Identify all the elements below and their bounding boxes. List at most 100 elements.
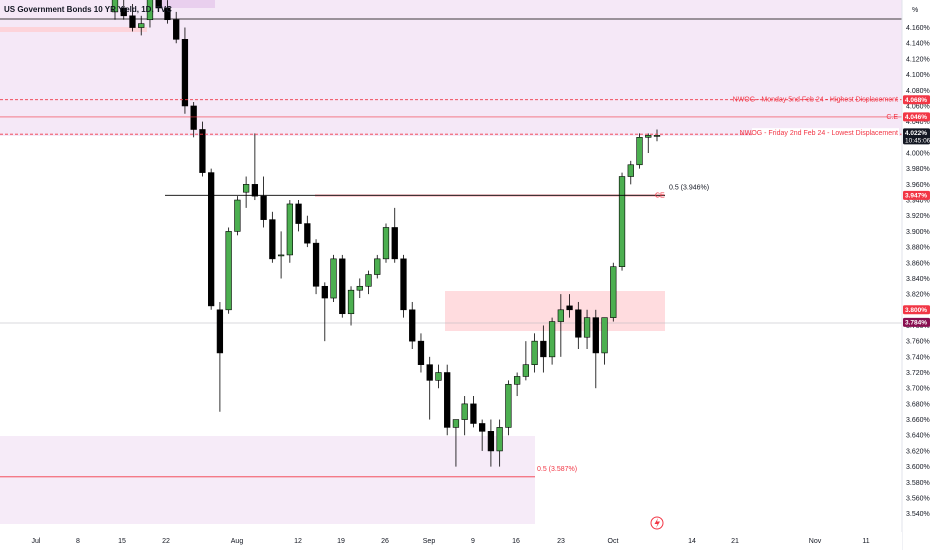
- candle: [286, 200, 293, 263]
- candle: [374, 254, 381, 279]
- candle-body: [496, 427, 503, 452]
- candle: [583, 309, 591, 349]
- candle: [548, 317, 556, 365]
- y-tick-label: 4.080%: [906, 88, 930, 95]
- candle-body: [575, 309, 582, 338]
- y-tick-label: 3.720%: [906, 370, 930, 377]
- candle-body: [487, 431, 495, 452]
- candle: [470, 396, 477, 428]
- left-zone: [0, 27, 147, 32]
- candle-body: [636, 137, 643, 166]
- badge-fib-mid: 3.947%: [905, 193, 927, 200]
- candle-body: [138, 23, 145, 28]
- y-tick-label: 3.600%: [906, 464, 930, 471]
- candle: [601, 317, 608, 365]
- candle: [164, 0, 171, 24]
- candles-layer: [111, 0, 661, 467]
- candle: [479, 419, 486, 451]
- candle: [496, 419, 503, 467]
- badge-nwog-high: 4.068%: [905, 97, 927, 104]
- badge-last-price: 4.022%: [905, 130, 927, 137]
- x-tick-label: 19: [337, 538, 345, 545]
- top-zone: [155, 0, 215, 8]
- candle-body: [435, 372, 442, 381]
- candle: [627, 160, 634, 185]
- candle-body: [225, 231, 232, 311]
- fib-low-label: 0.5 (3.587%): [537, 466, 577, 473]
- discount-zone: [0, 436, 535, 524]
- ce-label: C.E: [886, 114, 898, 121]
- candle-body: [505, 383, 512, 428]
- y-tick-label: 3.620%: [906, 448, 930, 455]
- time-axis-bg: [0, 532, 902, 550]
- candle: [645, 133, 652, 153]
- candle-body: [356, 285, 363, 291]
- x-tick-label: 9: [471, 538, 475, 545]
- candle-body: [400, 258, 407, 311]
- candle-body: [173, 19, 180, 40]
- candle: [636, 133, 643, 169]
- candle-body: [566, 305, 573, 311]
- candle-body: [129, 15, 136, 28]
- badge-fvg-bottom: 3.784%: [905, 320, 927, 327]
- lightning-icon[interactable]: [650, 516, 664, 530]
- badge-nwog-high-bg: [903, 95, 930, 105]
- candle-body: [155, 0, 162, 9]
- candle: [225, 227, 232, 314]
- candle-body: [260, 195, 267, 220]
- y-tick-label: 4.060%: [906, 103, 930, 110]
- candle: [138, 15, 145, 36]
- y-tick-label: 4.140%: [906, 41, 930, 48]
- candle: [610, 262, 617, 322]
- candle: [618, 172, 626, 271]
- candle: [452, 419, 460, 467]
- badge-ce-bg: [903, 112, 930, 122]
- x-tick-label: Nov: [809, 538, 822, 545]
- y-tick-label: 4.120%: [906, 56, 930, 63]
- y-tick-label: 4.100%: [906, 72, 930, 79]
- y-tick-label: 3.920%: [906, 213, 930, 220]
- candle-body: [347, 289, 355, 315]
- candle-body: [557, 309, 564, 322]
- y-tick-label: 3.880%: [906, 245, 930, 252]
- candle: [330, 254, 337, 302]
- candle-body: [601, 317, 608, 354]
- candle-body: [548, 321, 556, 358]
- candle-body: [269, 219, 276, 260]
- y-tick-label: 3.960%: [906, 182, 930, 189]
- candle: [155, 0, 162, 12]
- candle: [592, 309, 599, 389]
- candle: [487, 419, 495, 467]
- nwog-low-label-bg: [752, 128, 899, 138]
- candle-body: [164, 7, 171, 21]
- time-axis[interactable]: Jul 8 15 22 Aug 12 19 26 Sep 9 16 23 Oct 14 21 Nov 11: [32, 538, 870, 545]
- candle: [531, 333, 538, 373]
- y-tick-label: 3.980%: [906, 166, 930, 173]
- x-tick-label: 15: [118, 538, 126, 545]
- y-tick-label: 4.040%: [906, 119, 930, 126]
- candle: [260, 176, 267, 228]
- candle-body: [522, 364, 530, 377]
- x-tick-label: Jul: [32, 538, 41, 545]
- candle-body: [199, 129, 206, 173]
- x-tick-label: 14: [688, 538, 696, 545]
- candle-body: [531, 340, 538, 365]
- candle: [111, 0, 119, 20]
- badge-last-time: 10:45:06: [905, 137, 931, 144]
- y-tick-label: 3.660%: [906, 417, 930, 424]
- nwog-high-label: NWOG - Monday 5nd Feb 24 - Highest Displ…: [733, 97, 898, 104]
- candle: [234, 196, 241, 236]
- candle-body: [592, 317, 599, 354]
- y-tick-label: 3.700%: [906, 386, 930, 393]
- candle: [575, 301, 582, 349]
- candle: [295, 200, 302, 232]
- y-tick-label: 3.740%: [906, 354, 930, 361]
- badge-fvg-top-bg: [903, 305, 930, 315]
- candle: [435, 364, 442, 389]
- candle-body: [417, 340, 425, 365]
- x-tick-label: Aug: [231, 538, 244, 545]
- candle-body: [330, 258, 337, 299]
- candle-body: [312, 242, 320, 287]
- candle: [321, 282, 328, 342]
